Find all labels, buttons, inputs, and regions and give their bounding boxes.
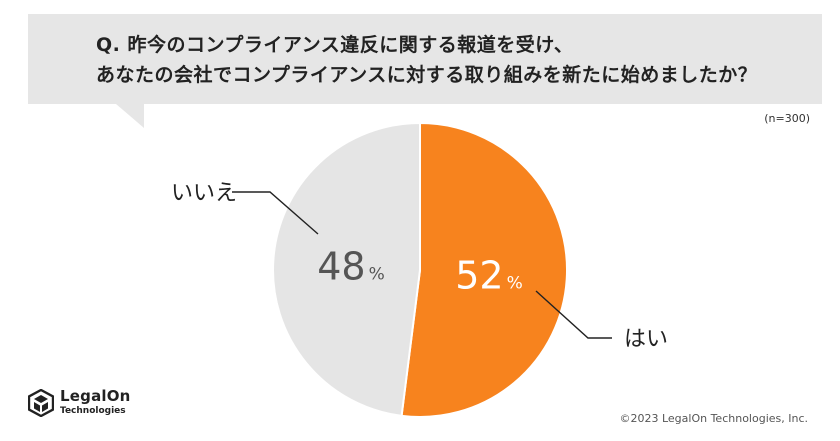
slice-category-label-0: はい (624, 327, 668, 352)
pie-slice-1 (272, 121, 421, 417)
sample-size-note: (n=300) (764, 112, 810, 125)
brand-name: LegalOn (60, 387, 131, 405)
legalon-logo-icon (28, 389, 54, 417)
question-line-1: Q. 昨今のコンプライアンス違反に関する報道を受け、 (96, 34, 574, 56)
slice-category-label-1: いいえ (171, 181, 237, 206)
leader-line-1 (232, 191, 319, 235)
question-line-2: あなたの会社でコンプライアンスに対する取り組みを新たに始めましたか？ (96, 64, 758, 86)
copyright-notice: ©2023 LegalOn Technologies, Inc. (619, 412, 808, 425)
leader-line-0 (535, 290, 612, 339)
brand-subname: Technologies (60, 406, 126, 416)
slice-value-label-1: 48% (317, 245, 385, 289)
question-bubble (28, 14, 822, 104)
question-text: Q. 昨今のコンプライアンス違反に関する報道を受け、 あなたの会社でコンプライア… (96, 30, 816, 90)
question-bubble-tail (116, 104, 144, 128)
pie-slice-0 (400, 121, 569, 418)
slice-value-label-0: 52% (455, 253, 523, 297)
